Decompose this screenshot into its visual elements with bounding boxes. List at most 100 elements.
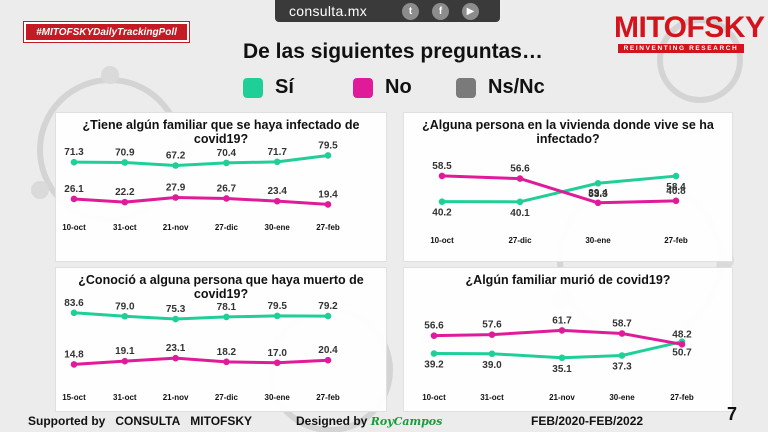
- data-point: [594, 199, 602, 207]
- data-label: 58.5: [432, 161, 452, 172]
- data-label: 58.7: [612, 319, 632, 330]
- x-tick-label: 21-nov: [163, 393, 189, 402]
- data-label: 39.0: [482, 360, 502, 371]
- legend-label-nsnc: Ns/Nc: [488, 76, 545, 98]
- x-tick-label: 15-oct: [62, 393, 86, 402]
- data-point: [70, 158, 78, 166]
- series-line-no: [73, 356, 329, 366]
- chart-panel-vivienda-infectado: ¿Alguna persona en la vivienda donde viv…: [403, 112, 733, 262]
- top-bar: consulta.mx t f ▶: [275, 0, 500, 22]
- data-point: [324, 356, 332, 364]
- x-tick-label: 30-ene: [585, 236, 611, 245]
- data-label: 26.1: [64, 184, 84, 195]
- data-point: [70, 195, 78, 203]
- website-link[interactable]: consulta.mx: [289, 3, 367, 19]
- legend-swatch-no: [353, 77, 373, 98]
- data-label: 58.4: [666, 182, 686, 193]
- data-label: 27.9: [166, 182, 186, 193]
- data-label: 71.3: [64, 147, 84, 158]
- data-point: [438, 172, 446, 180]
- data-point: [172, 194, 179, 201]
- data-point: [70, 309, 78, 317]
- x-tick-label: 21-nov: [549, 393, 575, 402]
- data-label: 35.1: [552, 364, 572, 375]
- x-tick-label: 27-dic: [215, 223, 239, 232]
- data-label: 39.4: [588, 188, 608, 199]
- x-tick-label: 27-dic: [508, 236, 532, 245]
- data-point: [273, 197, 281, 205]
- data-point: [223, 195, 230, 202]
- series-line-si: [73, 311, 329, 321]
- data-point: [121, 312, 129, 320]
- data-label: 67.2: [166, 150, 186, 161]
- data-label: 19.1: [115, 346, 135, 357]
- x-tick-label: 27-feb: [316, 223, 340, 232]
- data-label: 23.1: [166, 343, 186, 354]
- data-point: [223, 313, 230, 321]
- legend-swatch-si: [243, 77, 263, 98]
- chart-panel-conocio-muerto: ¿Conoció a alguna persona que haya muert…: [55, 267, 387, 412]
- data-label: 71.7: [267, 147, 287, 158]
- logo-name: MITOFSKY: [614, 11, 765, 44]
- data-point: [324, 152, 332, 159]
- data-label: 39.2: [424, 360, 444, 371]
- data-label: 17.0: [267, 348, 287, 359]
- facebook-icon[interactable]: f: [432, 2, 449, 20]
- x-tick-label: 31-oct: [113, 223, 137, 232]
- data-point: [430, 350, 438, 357]
- x-tick-label: 27-feb: [664, 236, 688, 245]
- data-label: 75.3: [166, 304, 186, 315]
- data-point: [172, 354, 179, 362]
- data-label: 19.4: [318, 189, 338, 200]
- data-label: 79.0: [115, 301, 135, 312]
- x-tick-label: 27-dic: [215, 393, 239, 402]
- twitter-icon[interactable]: t: [402, 2, 419, 20]
- x-tick-label: 27-feb: [316, 393, 340, 402]
- data-label: 56.6: [510, 164, 530, 175]
- data-point: [273, 312, 281, 320]
- footer-supported-label: Supported by: [28, 414, 106, 428]
- page-title: De las siguientes preguntas…: [243, 40, 543, 63]
- data-point: [678, 340, 686, 348]
- footer-consulta: CONSULTA: [115, 414, 181, 428]
- footer-designed: Designed by RoyCampos: [296, 414, 442, 428]
- data-point: [516, 198, 524, 206]
- data-label: 40.2: [432, 208, 452, 219]
- data-point: [438, 198, 446, 205]
- legend-item-nsnc: Ns/Nc: [456, 76, 545, 99]
- x-tick-label: 30-ene: [265, 223, 291, 232]
- data-point: [121, 357, 129, 365]
- footer-mitofsky: MITOFSKY: [190, 414, 253, 428]
- chart-title: ¿Algún familiar murió de covid19?: [465, 273, 671, 287]
- designer-signature: RoyCampos: [370, 415, 443, 428]
- data-label: 79.5: [267, 301, 287, 312]
- data-label: 56.6: [424, 321, 444, 332]
- data-point: [324, 201, 332, 208]
- data-point: [121, 198, 129, 206]
- chart-title: ¿Alguna persona en la vivienda donde viv…: [422, 118, 714, 146]
- legend-label-no: No: [385, 76, 412, 98]
- chart-panel-familiar-infectado: ¿Tiene algún familiar que se haya infect…: [55, 112, 387, 262]
- data-label: 53.3: [588, 189, 608, 200]
- data-label: 50.7: [672, 348, 692, 359]
- data-label: 20.4: [318, 345, 338, 356]
- data-point: [273, 359, 281, 367]
- mitofsky-logo: MITOFSKY REINVENTING RESEARCH: [614, 11, 765, 53]
- series-line-no: [441, 174, 677, 205]
- youtube-icon[interactable]: ▶: [462, 2, 479, 20]
- data-point: [223, 159, 230, 167]
- series-line-no: [73, 195, 329, 206]
- data-point: [516, 175, 524, 182]
- chart-title: ¿Tiene algún familiar que se haya infect…: [82, 118, 360, 146]
- data-label: 70.4: [217, 148, 237, 159]
- x-tick-label: 10-oct: [422, 393, 446, 402]
- data-label: 14.8: [64, 349, 84, 360]
- data-label: 40.1: [510, 208, 530, 219]
- legend-item-si: Sí: [243, 76, 294, 99]
- data-label: 22.2: [115, 187, 135, 198]
- data-label: 48.2: [672, 329, 692, 340]
- x-tick-label: 10-oct: [430, 236, 454, 245]
- data-point: [70, 361, 78, 368]
- data-point: [618, 352, 626, 359]
- data-point: [594, 179, 602, 187]
